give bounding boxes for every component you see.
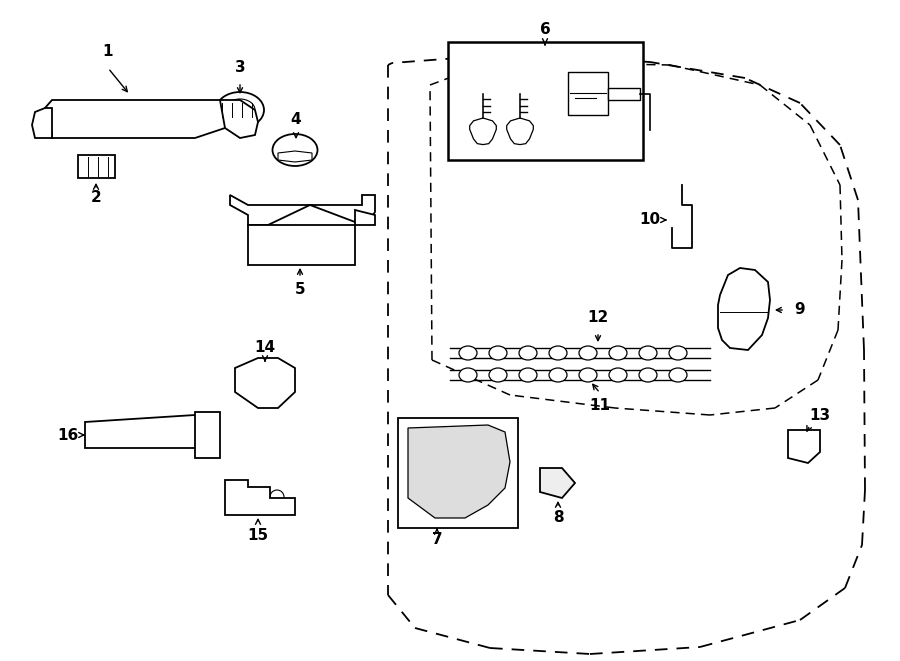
- Ellipse shape: [669, 368, 687, 382]
- Polygon shape: [470, 118, 496, 145]
- Text: 16: 16: [58, 428, 78, 442]
- Text: 5: 5: [294, 282, 305, 297]
- Polygon shape: [540, 468, 575, 498]
- Polygon shape: [788, 430, 820, 463]
- Text: 11: 11: [590, 397, 610, 412]
- Ellipse shape: [579, 368, 597, 382]
- Text: 9: 9: [795, 303, 806, 317]
- Bar: [398, 418, 518, 528]
- Text: 1: 1: [103, 44, 113, 59]
- Ellipse shape: [477, 126, 489, 137]
- Polygon shape: [225, 480, 295, 515]
- Text: 15: 15: [248, 527, 268, 543]
- Ellipse shape: [609, 368, 627, 382]
- Circle shape: [742, 292, 754, 304]
- Polygon shape: [248, 225, 355, 265]
- Polygon shape: [220, 100, 258, 138]
- Polygon shape: [408, 425, 510, 518]
- Ellipse shape: [549, 346, 567, 360]
- Circle shape: [275, 371, 289, 385]
- Polygon shape: [195, 412, 220, 458]
- Text: 3: 3: [235, 59, 246, 75]
- Polygon shape: [78, 155, 115, 178]
- Ellipse shape: [514, 126, 526, 137]
- Circle shape: [724, 292, 736, 304]
- Circle shape: [742, 314, 754, 326]
- Ellipse shape: [669, 346, 687, 360]
- Ellipse shape: [273, 134, 318, 166]
- Bar: [448, 42, 643, 160]
- Circle shape: [244, 371, 256, 385]
- Ellipse shape: [519, 346, 537, 360]
- Ellipse shape: [518, 128, 523, 134]
- Text: 13: 13: [809, 407, 831, 422]
- Text: 2: 2: [91, 190, 102, 206]
- Ellipse shape: [639, 368, 657, 382]
- Polygon shape: [608, 88, 640, 100]
- Polygon shape: [718, 268, 770, 350]
- Text: 7: 7: [432, 533, 442, 547]
- Ellipse shape: [216, 92, 264, 128]
- Polygon shape: [230, 195, 375, 225]
- Polygon shape: [568, 72, 608, 115]
- Ellipse shape: [489, 368, 507, 382]
- Ellipse shape: [459, 346, 477, 360]
- Circle shape: [270, 490, 284, 504]
- Polygon shape: [32, 108, 52, 138]
- Circle shape: [237, 487, 251, 501]
- Polygon shape: [45, 100, 240, 138]
- Ellipse shape: [225, 99, 255, 121]
- Ellipse shape: [519, 368, 537, 382]
- Text: 4: 4: [291, 112, 302, 128]
- Text: 6: 6: [540, 22, 551, 38]
- Text: 14: 14: [255, 340, 275, 356]
- Ellipse shape: [481, 128, 486, 134]
- Text: 8: 8: [553, 510, 563, 525]
- Text: 12: 12: [588, 311, 608, 325]
- Circle shape: [724, 314, 736, 326]
- Ellipse shape: [609, 346, 627, 360]
- Polygon shape: [235, 358, 295, 408]
- Polygon shape: [85, 415, 218, 448]
- Polygon shape: [355, 210, 375, 225]
- Ellipse shape: [489, 346, 507, 360]
- Ellipse shape: [579, 346, 597, 360]
- Polygon shape: [507, 118, 534, 145]
- Ellipse shape: [459, 368, 477, 382]
- Polygon shape: [278, 151, 312, 162]
- Ellipse shape: [549, 368, 567, 382]
- Text: 10: 10: [639, 212, 661, 227]
- Circle shape: [258, 377, 272, 389]
- Ellipse shape: [639, 346, 657, 360]
